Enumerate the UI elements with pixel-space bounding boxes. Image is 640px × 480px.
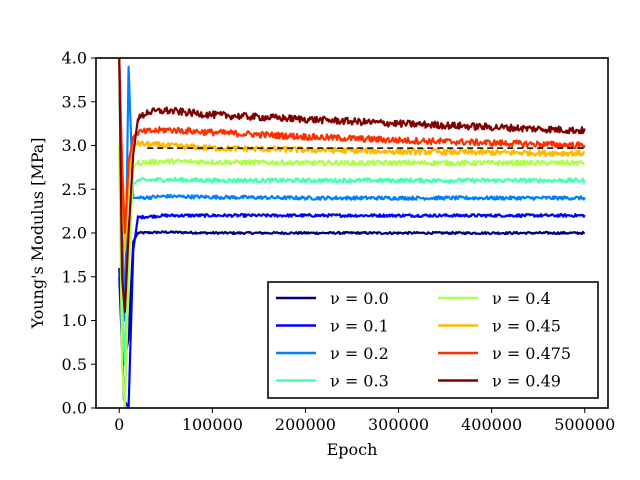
x-axis-label: Epoch [327,440,378,459]
y-tick-label: 3.5 [62,92,87,111]
legend-label-2: ν = 0.2 [330,344,389,363]
legend-label-3: ν = 0.3 [330,372,389,391]
series-line-3 [118,58,586,366]
legend-box [267,281,599,399]
legend-label-1: ν = 0.1 [330,317,389,336]
legend: ν = 0.0 ν = 0.1 ν = 0.2 ν = 0.3 ν = 0.4 ν = 0… [267,281,599,399]
y-tick-label: 0.0 [62,399,87,418]
legend-label-7: ν = 0.49 [492,372,561,391]
y-axis: 0.0 0.5 1.0 1.5 2.0 2.5 3.0 3.5 4.0 [62,49,96,418]
x-tick-label: 200000 [275,415,336,434]
x-tick-label: 400000 [461,415,522,434]
series-line-7 [118,58,586,313]
x-tick-label: 500000 [554,415,615,434]
y-tick-label: 0.5 [62,355,87,374]
series-line-2 [118,58,586,322]
legend-label-5: ν = 0.45 [492,317,561,336]
series-line-4 [118,145,585,408]
y-tick-label: 4.0 [62,49,87,68]
series-line-0 [118,230,586,366]
x-tick-label: 100000 [182,415,243,434]
x-tick-label: 300000 [368,415,429,434]
y-tick-label: 2.0 [62,224,87,243]
y-axis-label: Young's Modulus [MPa] [28,137,47,329]
x-tick-label: 0 [114,415,124,434]
x-axis: 0 100000 200000 300000 400000 500000 [114,408,615,434]
series-line-6 [118,58,586,235]
legend-label-0: ν = 0.0 [330,289,389,308]
legend-label-4: ν = 0.4 [492,289,551,308]
y-tick-label: 1.5 [62,267,87,286]
plot-area [118,58,586,408]
y-tick-label: 2.5 [62,180,87,199]
legend-label-6: ν = 0.475 [492,344,571,363]
y-tick-label: 1.0 [62,311,87,330]
series-line-1 [118,213,586,408]
y-tick-label: 3.0 [62,136,87,155]
